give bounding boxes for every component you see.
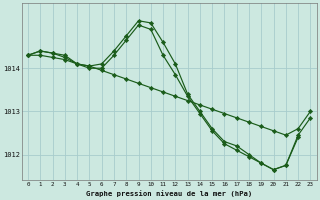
X-axis label: Graphe pression niveau de la mer (hPa): Graphe pression niveau de la mer (hPa) [86,190,252,197]
